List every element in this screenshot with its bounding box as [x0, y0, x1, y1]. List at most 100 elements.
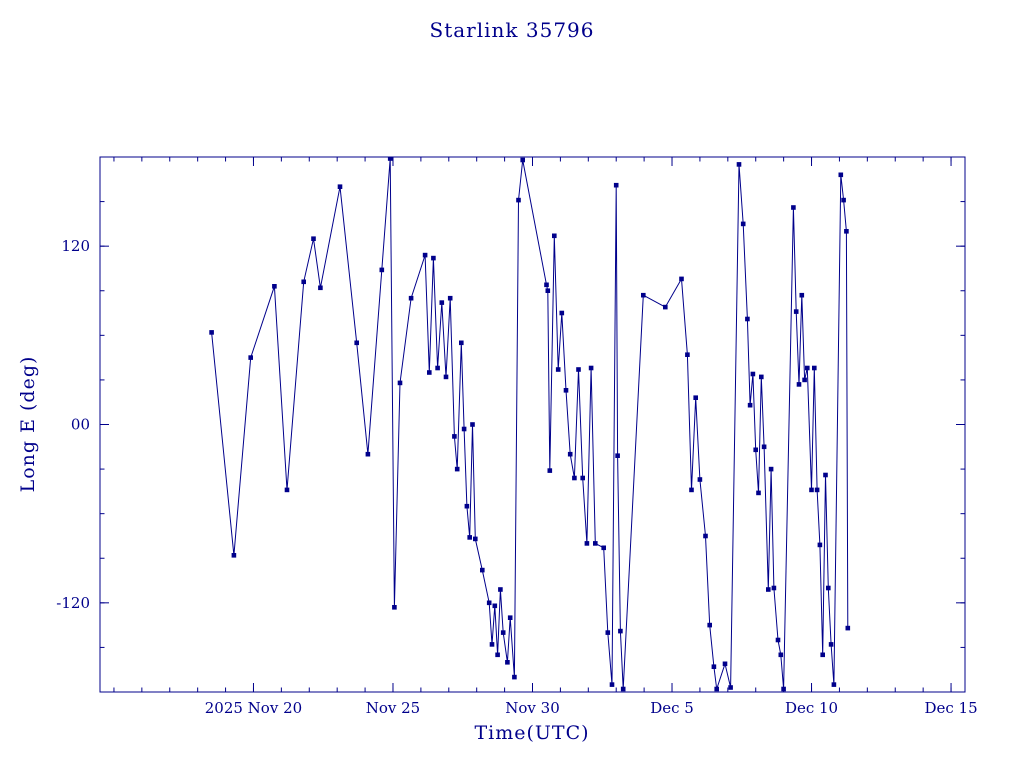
- data-point-marker: [605, 630, 611, 635]
- data-point-marker: [759, 374, 764, 380]
- data-point-marker: [387, 157, 393, 161]
- data-point-marker: [505, 660, 510, 665]
- data-point-marker: [722, 661, 728, 667]
- data-point-marker: [711, 664, 717, 669]
- data-point-marker: [301, 279, 306, 285]
- data-point-marker: [817, 542, 823, 548]
- data-point-marker: [489, 642, 495, 647]
- data-point-marker: [467, 535, 472, 540]
- data-point-marker: [778, 652, 784, 658]
- data-point-marker: [613, 182, 619, 188]
- data-point-marker: [820, 652, 825, 658]
- data-point-marker: [697, 477, 703, 482]
- x-tick-label: Dec 5: [650, 699, 694, 717]
- data-point-marker: [756, 490, 761, 496]
- data-point-marker: [714, 686, 719, 692]
- data-point-marker: [805, 365, 810, 371]
- data-point-marker: [753, 447, 758, 453]
- data-point-marker: [567, 451, 573, 457]
- data-point-marker: [248, 355, 253, 360]
- data-point-marker: [693, 395, 698, 400]
- data-point-marker: [516, 197, 521, 203]
- data-point-marker: [520, 157, 525, 163]
- data-point-marker: [500, 630, 506, 635]
- data-point-marker: [685, 352, 690, 357]
- data-point-marker: [679, 276, 684, 282]
- data-point-marker: [473, 536, 478, 542]
- x-tick-label: Dec 15: [924, 699, 977, 717]
- data-point-marker: [828, 642, 834, 647]
- data-point-marker: [365, 451, 371, 457]
- x-tick-label: 2025 Nov 20: [205, 699, 302, 717]
- data-series-longitude-east-deg: [209, 157, 851, 692]
- data-point-marker: [461, 426, 467, 432]
- data-point-marker: [435, 365, 440, 371]
- chart-title: Starlink 35796: [429, 18, 595, 42]
- data-point-marker: [799, 292, 805, 298]
- data-point-marker: [392, 605, 397, 610]
- y-tick-label: 00: [71, 416, 90, 434]
- data-point-marker: [601, 545, 606, 551]
- data-point-marker: [311, 236, 316, 241]
- data-point-marker: [814, 487, 820, 493]
- data-point-marker: [775, 637, 781, 643]
- data-point-marker: [615, 453, 620, 458]
- data-point-marker: [641, 292, 646, 298]
- data-point-marker: [826, 585, 831, 591]
- data-point-marker: [576, 367, 581, 372]
- data-point-marker: [231, 553, 237, 558]
- data-point-marker: [689, 487, 694, 493]
- data-point-marker: [431, 255, 436, 261]
- y-tick-label: 120: [61, 237, 90, 255]
- data-point-marker: [793, 309, 799, 314]
- data-point-marker: [422, 252, 428, 258]
- data-point-marker: [492, 603, 498, 609]
- data-point-marker: [812, 365, 817, 371]
- data-point-marker: [703, 533, 708, 539]
- data-point-marker: [618, 628, 623, 634]
- data-point-marker: [464, 503, 470, 509]
- data-point-marker: [791, 205, 796, 210]
- data-point-marker: [766, 587, 771, 592]
- data-point-marker: [507, 615, 513, 620]
- data-point-marker: [552, 233, 557, 239]
- data-point-marker: [580, 475, 585, 481]
- data-point-marker: [397, 380, 403, 386]
- data-point-marker: [272, 284, 277, 289]
- data-point-marker: [486, 600, 492, 606]
- data-point-marker: [781, 686, 786, 692]
- data-point-marker: [771, 585, 777, 591]
- data-point-marker: [498, 587, 503, 592]
- data-point-marker: [707, 622, 712, 628]
- data-point-marker: [802, 377, 807, 383]
- x-tick-label: Dec 10: [785, 699, 838, 717]
- data-point-marker: [284, 487, 290, 493]
- data-point-marker: [845, 625, 851, 631]
- data-point-marker: [809, 487, 814, 493]
- data-point-marker: [663, 304, 668, 310]
- data-point-marker: [593, 541, 598, 546]
- data-point-marker: [563, 388, 569, 393]
- data-point-marker: [459, 340, 464, 346]
- data-point-marker: [470, 422, 475, 427]
- data-point-marker: [408, 295, 414, 301]
- x-tick-label: Nov 30: [505, 699, 560, 717]
- data-point-marker: [439, 300, 445, 305]
- series-line: [211, 158, 849, 690]
- data-point-marker: [443, 374, 449, 380]
- data-point-marker: [728, 685, 733, 690]
- data-point-marker: [844, 229, 849, 234]
- data-point-marker: [747, 402, 753, 408]
- x-tick-label: Nov 25: [366, 699, 421, 717]
- data-point-marker: [354, 340, 359, 346]
- data-point-marker: [823, 472, 828, 478]
- data-point-marker: [841, 197, 846, 203]
- data-point-marker: [379, 267, 385, 273]
- data-point-marker: [584, 541, 590, 546]
- data-point-marker: [559, 310, 565, 316]
- data-point-marker: [768, 466, 774, 472]
- data-point-marker: [547, 468, 553, 473]
- data-point-marker: [337, 184, 343, 189]
- data-point-marker: [572, 475, 577, 481]
